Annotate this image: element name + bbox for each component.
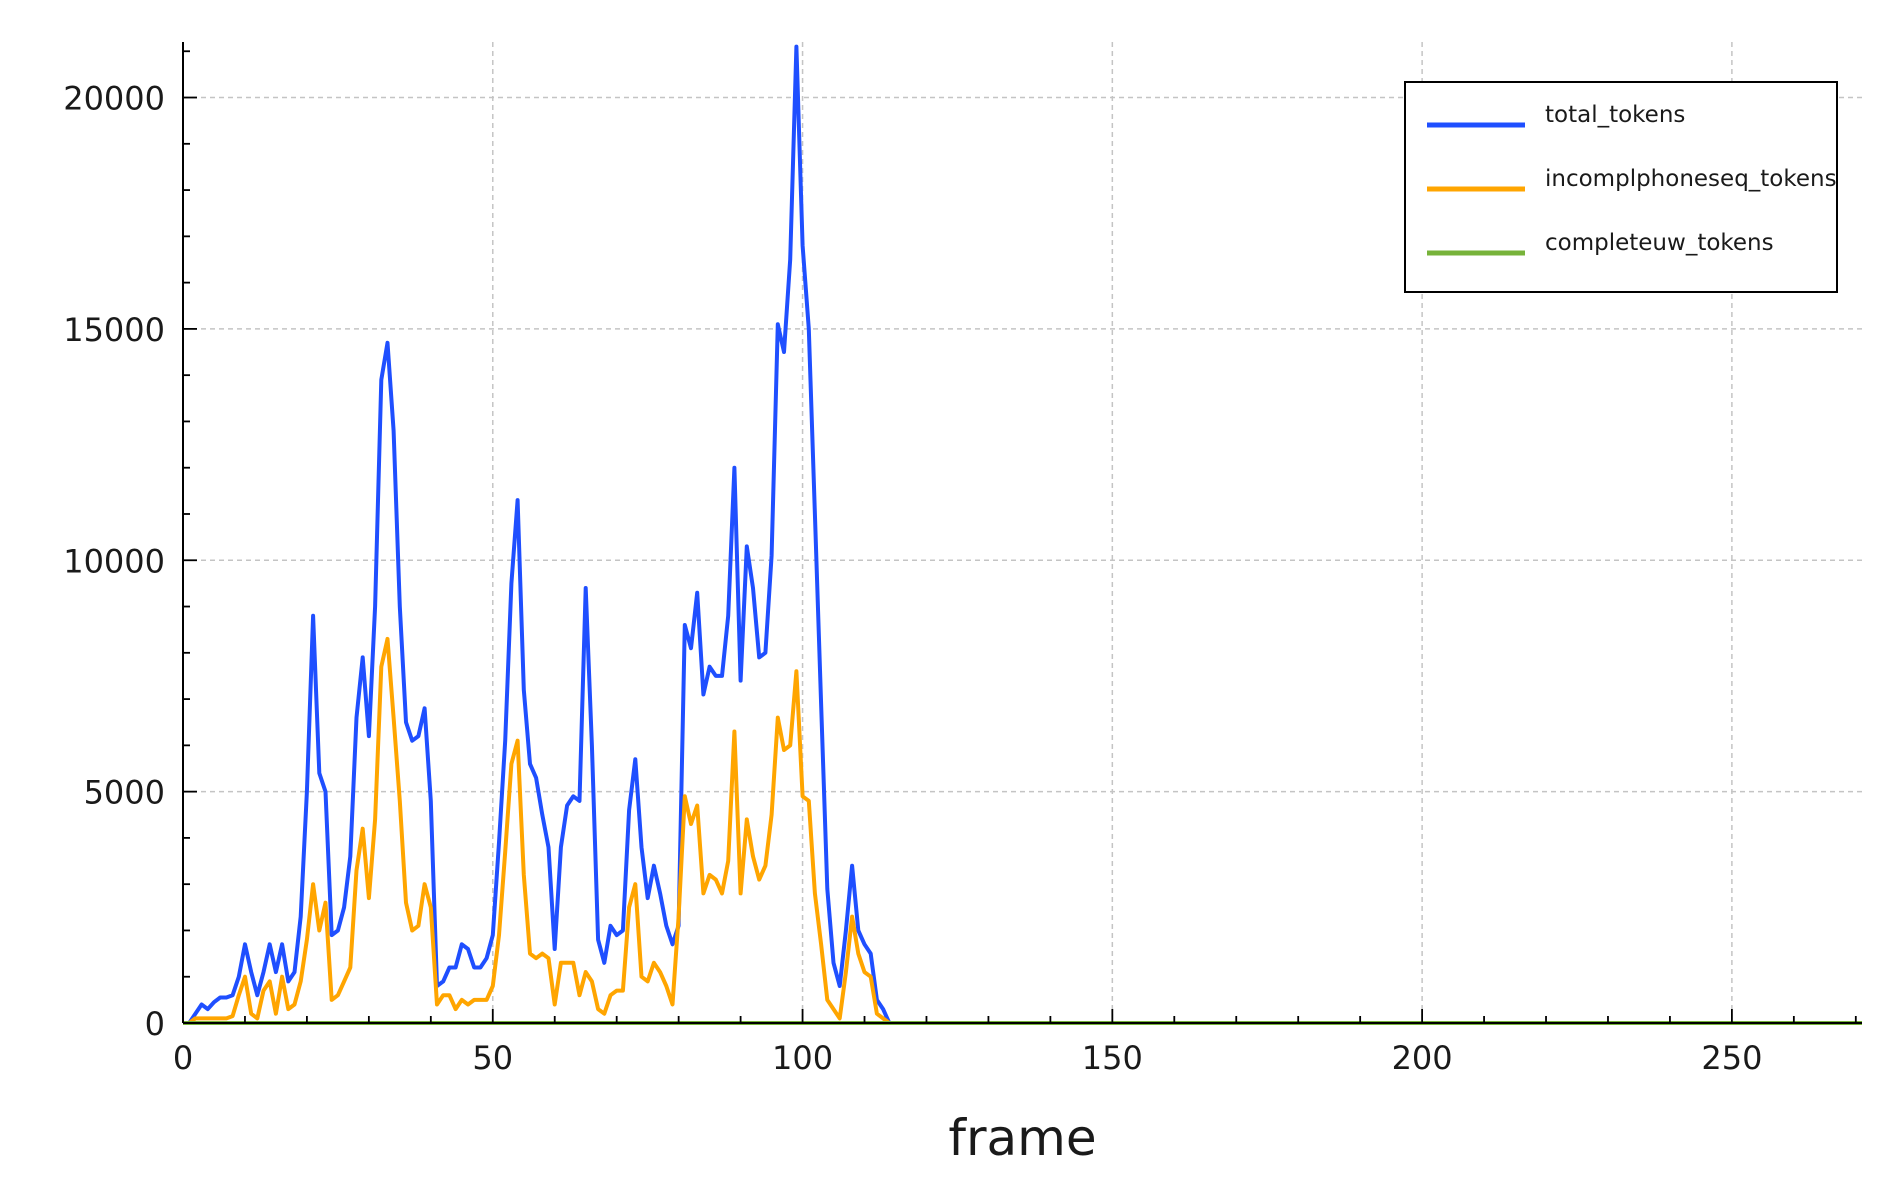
x-tick-label: 100 [772, 1039, 833, 1077]
y-tick-label: 15000 [63, 311, 165, 349]
y-tick-label: 10000 [63, 542, 165, 580]
series-line-total_tokens [187, 44, 1862, 1025]
tick-labels: 0 50 100 150 200 250 0 5000 10000 15000 20000 [63, 80, 1762, 1077]
axes [182, 42, 1862, 1024]
legend-label-incomplphoneseq_tokens: incomplphoneseq_tokens [1545, 166, 1837, 192]
x-tick-label: 0 [173, 1039, 193, 1077]
y-tick-label: 0 [145, 1005, 165, 1043]
x-tick-label: 200 [1392, 1039, 1453, 1077]
x-tick-label: 250 [1701, 1039, 1762, 1077]
legend: total_tokens incomplphoneseq_tokenscomple… [1404, 81, 1838, 293]
x-tick-label: 50 [472, 1039, 513, 1077]
legend-label-total_tokens: total_tokens [1545, 102, 1685, 128]
x-tick-label: 150 [1082, 1039, 1143, 1077]
legend-label-completeuw_tokens: completeuw_tokens [1545, 230, 1774, 256]
series-line-incomplphoneseq_tokens [188, 636, 1862, 1025]
y-tick-label: 20000 [63, 80, 165, 118]
y-tick-label: 5000 [84, 774, 165, 812]
x-axis-title: frame [948, 1109, 1096, 1167]
